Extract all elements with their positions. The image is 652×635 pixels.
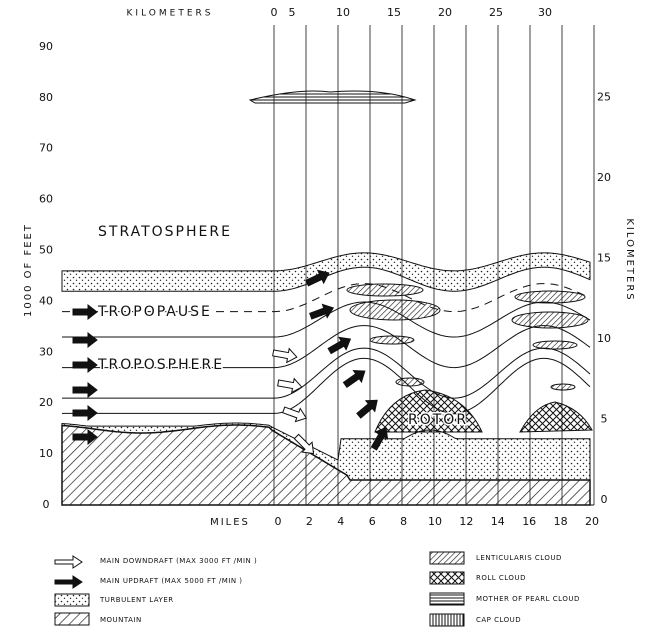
roll-cloud xyxy=(519,401,593,433)
legend-label: TURBULENT LAYER xyxy=(99,596,174,604)
bottom-axis-label: MILES xyxy=(210,517,250,528)
x-tick-label: 0 xyxy=(275,515,282,528)
x-tick-label: 8 xyxy=(400,515,407,528)
updraft-arrow xyxy=(309,303,335,320)
y2-tick-label: 5 xyxy=(601,413,608,426)
y-tick-label: 40 xyxy=(39,294,53,307)
y2-tick-label: 10 xyxy=(597,332,611,345)
updraft-arrow xyxy=(72,303,98,321)
x-tick-label: 14 xyxy=(491,515,505,528)
y-tick-label: 20 xyxy=(39,396,53,409)
updraft-arrow xyxy=(72,331,98,349)
updraft-arrow xyxy=(72,356,98,374)
right-axis-label: KILOMETERS xyxy=(624,218,635,301)
x-tick-label: 15 xyxy=(387,6,401,19)
updraft-arrow xyxy=(305,269,330,287)
legend-icon xyxy=(54,575,83,589)
x-tick-label: 6 xyxy=(369,515,376,528)
x-tick-label: 30 xyxy=(538,6,552,19)
x-tick-label: 4 xyxy=(337,515,344,528)
lenticularis-cloud xyxy=(349,299,441,321)
y2-tick-label: 0 xyxy=(601,493,608,506)
x-tick-label: 25 xyxy=(489,6,503,19)
downdraft-arrow xyxy=(293,433,315,455)
x-tick-label: 18 xyxy=(554,515,568,528)
legend-label: MAIN DOWNDRAFT (MAX 3000 FT /MIN ) xyxy=(100,557,257,565)
x-tick-label: 12 xyxy=(459,515,473,528)
mountain xyxy=(61,424,591,506)
y-tick-label: 30 xyxy=(39,345,53,358)
legend-icon xyxy=(54,612,90,626)
y-tick-label: 80 xyxy=(39,91,53,104)
x-tick-label: 5 xyxy=(289,6,296,19)
updraft-arrow xyxy=(342,369,366,389)
y-tick-label: 10 xyxy=(39,447,53,460)
streamline xyxy=(62,347,591,399)
top-axis-label: KILOMETERS xyxy=(127,9,214,19)
y2-tick-label: 20 xyxy=(597,171,611,184)
x-tick-label: 10 xyxy=(336,6,350,19)
lenticularis-cloud xyxy=(395,377,425,387)
updraft-arrow xyxy=(72,381,98,399)
streamline xyxy=(62,283,591,313)
left-axis-label: 1000 OF FEET xyxy=(23,223,34,317)
x-tick-label: 20 xyxy=(585,515,599,528)
region-label: STRATOSPHERE xyxy=(98,224,232,240)
lenticularis-cloud xyxy=(532,340,578,350)
lenticularis-cloud xyxy=(511,311,589,329)
updraft-arrow xyxy=(327,336,352,355)
updraft-arrow xyxy=(72,404,98,422)
legend-icon xyxy=(429,571,465,585)
downdraft-arrow xyxy=(272,347,298,364)
y-tick-label: 70 xyxy=(39,142,53,155)
legend-label: MOTHER OF PEARL CLOUD xyxy=(476,595,580,603)
x-tick-label: 0 xyxy=(271,6,278,19)
lenticularis-cloud xyxy=(514,290,586,304)
legend-label: LENTICULARIS CLOUD xyxy=(476,554,562,562)
y-tick-label: 60 xyxy=(39,193,53,206)
x-tick-label: 2 xyxy=(306,515,313,528)
x-tick-label: 16 xyxy=(522,515,536,528)
x-tick-label: 20 xyxy=(438,6,452,19)
lenticularis-cloud xyxy=(550,383,576,391)
y-tick-label: 50 xyxy=(39,244,53,257)
region-label: ROTOR xyxy=(408,412,468,428)
legend-icon xyxy=(429,613,465,627)
x-tick-label: 10 xyxy=(428,515,442,528)
lenticularis-cloud xyxy=(369,335,415,345)
mother-of-pearl-cloud xyxy=(248,90,417,104)
legend-label: CAP CLOUD xyxy=(476,616,521,624)
legend-label: MAIN UPDRAFT (MAX 5000 FT /MIN ) xyxy=(100,577,243,585)
legend-icon xyxy=(429,551,465,565)
updraft-arrow xyxy=(356,399,378,419)
legend-icon xyxy=(54,593,90,607)
updraft-arrow xyxy=(370,426,389,451)
legend: MAIN DOWNDRAFT (MAX 3000 FT /MIN ) MAIN … xyxy=(54,551,580,627)
downdraft-arrow xyxy=(282,406,308,423)
y2-tick-label: 15 xyxy=(597,252,611,265)
y-tick-label: 90 xyxy=(39,40,53,53)
downdraft-arrow xyxy=(277,377,303,394)
y-tick-label: 0 xyxy=(43,498,50,511)
diagram-body xyxy=(61,25,595,506)
region-label: TROPOSPHERE xyxy=(97,357,224,373)
streamline xyxy=(62,325,591,369)
legend-icon xyxy=(429,592,465,606)
legend-label: ROLL CLOUD xyxy=(476,574,526,582)
legend-icon xyxy=(54,555,83,569)
lenticularis-cloud xyxy=(346,283,424,297)
updraft-arrow xyxy=(72,428,98,446)
streamline xyxy=(62,357,591,414)
y2-tick-label: 25 xyxy=(597,91,611,104)
legend-label: MOUNTAIN xyxy=(100,616,142,624)
region-label: TROPOPAUSE xyxy=(97,304,212,320)
